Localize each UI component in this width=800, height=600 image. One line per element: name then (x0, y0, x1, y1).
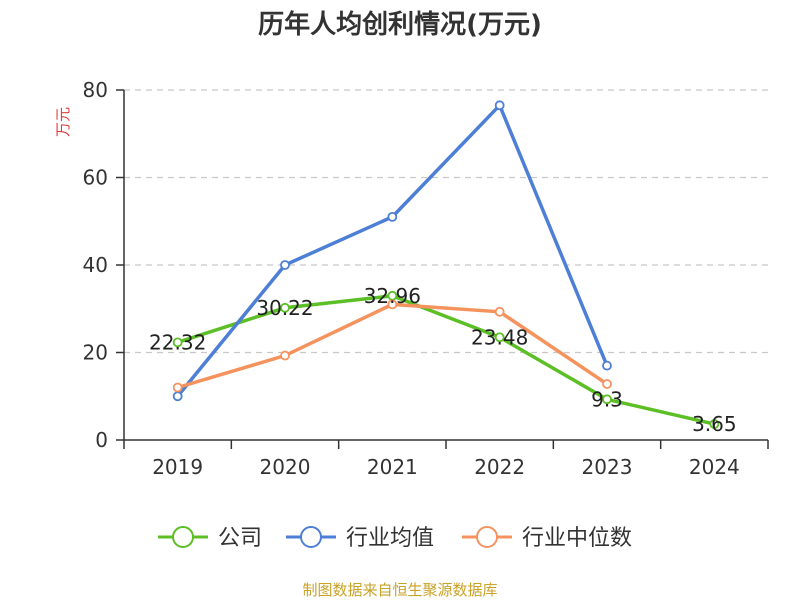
data-label-2024: 3.65 (692, 412, 737, 436)
legend-label-公司: 公司 (218, 526, 262, 551)
point-行业中位数-2021 (387, 299, 398, 310)
point-公司-2020 (280, 302, 290, 313)
data-label-2021: 32.96 (364, 284, 421, 308)
data-label-2022: 23.48 (471, 325, 528, 349)
point-公司-2024 (709, 419, 720, 429)
y-axis-label: 万元 (54, 107, 72, 137)
y-tick-label-40: 40 (83, 253, 108, 277)
legend-marker-行业中位数 (476, 526, 498, 548)
point-行业均值-2022 (494, 100, 505, 111)
data-labels: 22.32 30.22 32.96 23.48 9.3 3.65 (149, 284, 737, 436)
source-note: 制图数据来自恒生聚源数据库 (302, 581, 497, 599)
point-行业中位数-2023 (602, 379, 612, 389)
chart-title: 历年人均创利情况(万元) (258, 9, 542, 40)
data-label-2023: 9.3 (591, 387, 623, 411)
series-line-公司 (175, 294, 717, 426)
y-tick-label-20: 20 (83, 341, 108, 365)
data-label-2019: 22.32 (149, 330, 206, 354)
point-行业均值-2023 (602, 360, 612, 371)
point-公司-2019 (172, 337, 183, 348)
point-行业均值-2021 (387, 211, 398, 222)
x-tick-label-2024: 2024 (689, 455, 740, 479)
point-行业中位数-2020 (280, 350, 290, 361)
legend-marker-公司 (172, 526, 194, 548)
x-tick-label-2021: 2021 (367, 455, 418, 479)
point-行业中位数-2022 (494, 306, 505, 317)
y-tick-label-80: 80 (83, 78, 108, 102)
legend-label-行业中位数: 行业中位数 (522, 526, 632, 551)
x-tick-label-2019: 2019 (152, 455, 203, 479)
point-行业均值-2019 (172, 391, 183, 402)
legend: 公司 行业均值 行业中位数 (158, 526, 632, 551)
y-tick-label-60: 60 (83, 166, 108, 190)
grid-lines (124, 89, 768, 354)
point-行业均值-2020 (280, 260, 290, 270)
x-tick-label-2020: 2020 (260, 455, 311, 479)
series-layer (172, 100, 720, 429)
point-公司-2022 (494, 332, 505, 343)
axes: 0 20 40 60 80 2019 2020 2021 2022 2023 2024 (83, 78, 769, 479)
legend-label-行业均值: 行业均值 (346, 526, 434, 551)
point-行业中位数-2019 (172, 382, 183, 393)
x-tick-label-2022: 2022 (474, 455, 525, 479)
x-tick-label-2023: 2023 (582, 455, 633, 479)
point-公司-2023 (602, 394, 612, 405)
legend-marker-行业均值 (300, 526, 322, 548)
data-label-2020: 30.22 (256, 296, 313, 320)
y-tick-label-0: 0 (95, 428, 108, 452)
